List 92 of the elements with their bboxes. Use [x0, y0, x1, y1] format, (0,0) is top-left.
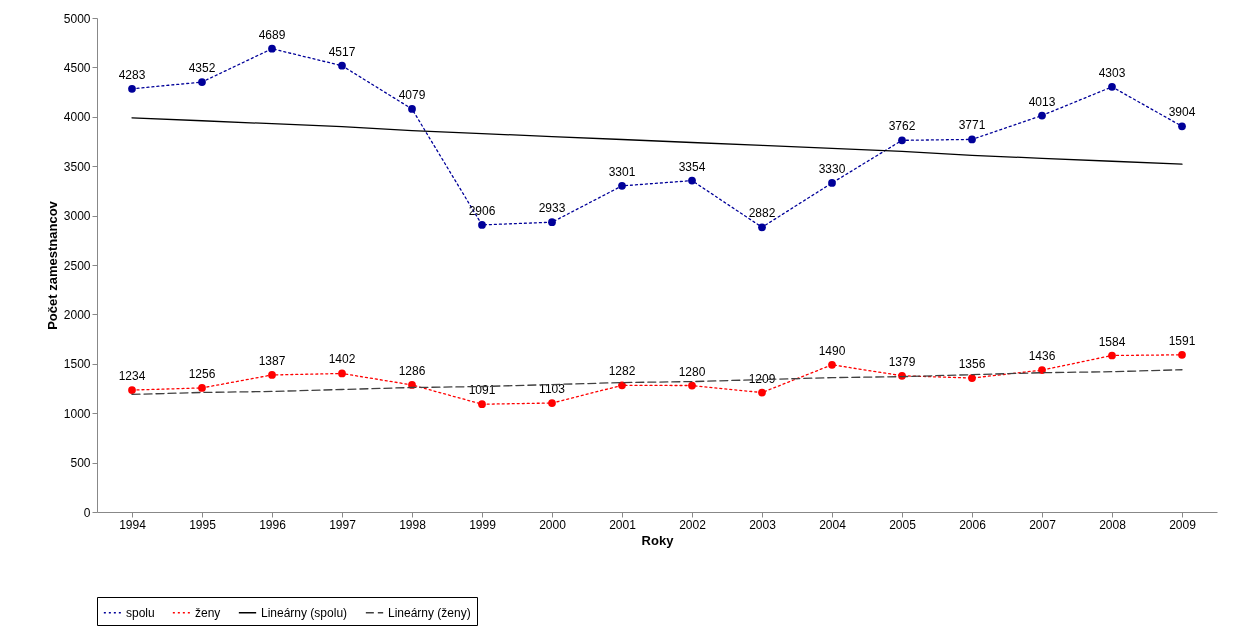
point	[758, 388, 766, 397]
x-tick-label: 1997	[329, 517, 357, 532]
data-label: 4079	[398, 87, 426, 102]
point	[128, 386, 136, 394]
point	[898, 136, 906, 145]
y-tick-label: 1000	[63, 406, 91, 421]
point	[268, 371, 276, 379]
data-label: 1379	[888, 354, 916, 369]
data-label: 1436	[1028, 349, 1056, 364]
x-tick-label: 2004	[819, 517, 847, 532]
y-tick-label: 1500	[63, 357, 91, 372]
y-tick-label: 4000	[63, 110, 91, 125]
x-tick-label: 2006	[959, 517, 987, 532]
point	[968, 135, 976, 144]
point	[548, 218, 556, 227]
x-tick-label: 1996	[259, 517, 287, 532]
x-tick-label: 2009	[1169, 517, 1197, 532]
x-tick-label: 2005	[889, 517, 917, 532]
point	[478, 221, 486, 229]
data-label: 2906	[468, 203, 496, 218]
x-tick-label: 1998	[399, 517, 427, 532]
data-label: 1387	[258, 353, 286, 368]
x-tick-label: 2008	[1099, 517, 1127, 532]
data-label: 1280	[678, 364, 706, 379]
x-tick-label: 2007	[1029, 517, 1057, 532]
point	[1108, 83, 1116, 91]
data-label: 1490	[818, 343, 846, 358]
x-tick-label: 2000	[539, 517, 567, 532]
data-label: 3762	[888, 119, 916, 134]
data-label: 3330	[818, 162, 846, 176]
point	[1108, 351, 1116, 360]
x-tick-label: 1995	[189, 517, 217, 532]
x-axis-title: Roky	[641, 532, 675, 548]
x-tick-label: 1999	[469, 517, 497, 532]
y-tick-label: 4500	[63, 60, 91, 75]
point	[548, 399, 556, 407]
point	[688, 176, 696, 185]
y-tick-label: 3000	[63, 209, 91, 224]
point	[688, 381, 696, 390]
point	[1178, 350, 1186, 359]
y-tick-label: 0	[83, 505, 91, 520]
point	[758, 223, 766, 232]
data-label: 3904	[1168, 105, 1196, 120]
data-label: 1356	[958, 357, 986, 372]
data-label: 1282	[608, 364, 636, 379]
legend-label: ženy	[195, 605, 221, 620]
data-label: 1584	[1098, 334, 1126, 349]
point	[828, 360, 836, 369]
data-label: 4517	[328, 44, 356, 59]
point	[828, 179, 836, 187]
point	[1038, 366, 1046, 374]
point	[1038, 111, 1046, 120]
x-tick-label: 1994	[119, 517, 147, 532]
y-tick-label: 500	[70, 456, 91, 471]
data-label: 4013	[1028, 94, 1056, 109]
data-label: 1591	[1168, 333, 1196, 348]
x-tick-label: 2003	[749, 517, 777, 532]
data-label: 3771	[958, 118, 986, 133]
y-axis-title: Počet zamestnancov	[44, 200, 60, 330]
point	[198, 384, 206, 392]
point	[408, 105, 416, 113]
legend-label: Lineárny (ženy)	[388, 605, 471, 620]
point	[478, 400, 486, 409]
x-tick-label: 2001	[609, 517, 637, 532]
data-label: 3354	[678, 159, 706, 174]
legend-label: Lineárny (spolu)	[261, 605, 348, 620]
point	[618, 182, 626, 190]
point	[198, 78, 206, 86]
y-tick-label: 2000	[63, 307, 91, 322]
point	[128, 84, 136, 93]
data-label: 4689	[258, 27, 286, 42]
point	[338, 61, 346, 70]
data-label: 1402	[328, 352, 356, 367]
y-tick-label: 5000	[63, 11, 91, 26]
data-label: 1256	[188, 366, 216, 381]
point	[968, 374, 976, 382]
data-label: 4303	[1098, 65, 1126, 80]
point	[338, 369, 346, 378]
data-label: 4352	[188, 61, 216, 76]
data-label: 2882	[748, 206, 776, 221]
data-label: 1234	[118, 369, 146, 384]
data-label: 1286	[398, 363, 426, 378]
data-label: 4283	[118, 67, 146, 82]
x-tick-label: 2002	[679, 517, 707, 532]
point	[268, 44, 276, 53]
point	[1178, 122, 1186, 131]
data-label: 2933	[538, 201, 566, 216]
data-label: 3301	[608, 164, 636, 179]
point	[618, 381, 626, 390]
y-tick-label: 2500	[63, 258, 91, 273]
legend-label: spolu	[126, 605, 155, 620]
y-tick-label: 3500	[63, 159, 91, 174]
